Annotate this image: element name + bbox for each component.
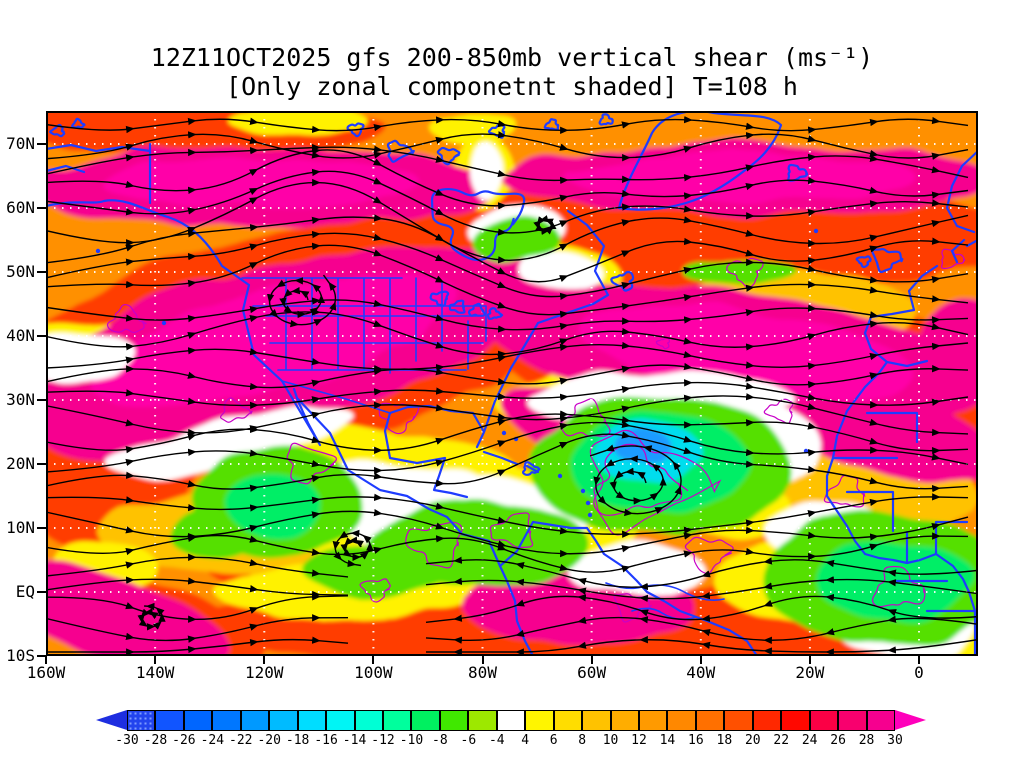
colorbar-segment bbox=[781, 710, 810, 731]
colorbar-tick-label: 4 bbox=[521, 733, 530, 748]
colorbar-tick-label: 28 bbox=[858, 733, 875, 748]
colorbar-segment bbox=[355, 710, 383, 731]
lat-tick bbox=[37, 271, 46, 273]
colorbar-segment bbox=[867, 710, 895, 731]
lon-tick-label: 60W bbox=[577, 663, 607, 682]
colorbar-tick-label: -24 bbox=[200, 733, 225, 748]
colorbar-segment bbox=[241, 710, 269, 731]
lat-tick bbox=[37, 463, 46, 465]
colorbar-segment bbox=[554, 710, 582, 731]
colorbar-segment bbox=[696, 710, 724, 731]
lat-tick bbox=[37, 143, 46, 145]
colorbar-segment bbox=[667, 710, 696, 731]
lat-tick-label: 50N bbox=[6, 262, 35, 281]
colorbar-tick-label: 14 bbox=[659, 733, 676, 748]
colorbar-segment bbox=[753, 710, 781, 731]
colorbar-tick-label: 16 bbox=[688, 733, 704, 748]
lat-tick bbox=[37, 399, 46, 401]
colorbar-tick-label: 18 bbox=[716, 733, 733, 748]
lon-tick-label: 160W bbox=[26, 663, 66, 682]
colorbar-tick-label: -10 bbox=[399, 733, 424, 748]
lon-tick-label: 40W bbox=[686, 663, 716, 682]
colorbar-tick-label: -30 bbox=[115, 733, 139, 748]
colorbar-segment bbox=[212, 710, 241, 731]
chart-subtitle: [Only zonal componetnt shaded] T=108 h bbox=[226, 72, 798, 101]
colorbar-segment bbox=[269, 710, 298, 731]
colorbar-segment bbox=[582, 710, 611, 731]
lon-tick bbox=[699, 656, 702, 664]
colorbar-tick-label: 8 bbox=[578, 733, 587, 748]
colorbar-segment bbox=[525, 710, 554, 731]
lat-tick-label: 10N bbox=[6, 518, 35, 537]
lon-tick-label: 20W bbox=[795, 663, 825, 682]
colorbar-tick-label: 26 bbox=[830, 733, 846, 748]
lon-tick-label: 140W bbox=[135, 663, 175, 682]
colorbar-tick-label: -28 bbox=[143, 733, 168, 748]
lat-tick-label: 70N bbox=[6, 134, 35, 153]
lon-tick-label: 100W bbox=[354, 663, 393, 682]
lat-tick-label: 40N bbox=[6, 326, 35, 345]
colorbar-tick-label: 10 bbox=[602, 733, 619, 748]
colorbar-tick-label: -6 bbox=[460, 733, 477, 748]
colorbar-segment bbox=[127, 710, 155, 731]
colorbar-tick-label: 20 bbox=[744, 733, 761, 748]
colorbar-segment bbox=[497, 710, 525, 731]
colorbar-segment bbox=[298, 710, 326, 731]
colorbar-right-arrow bbox=[895, 710, 926, 730]
colorbar-segment bbox=[810, 710, 838, 731]
colorbar-tick-label: -4 bbox=[488, 733, 505, 748]
lon-tick bbox=[372, 656, 375, 664]
shear-map-canvas bbox=[46, 111, 978, 656]
lat-tick bbox=[37, 207, 46, 209]
colorbar-left-arrow bbox=[96, 710, 127, 730]
colorbar-tick-label: 30 bbox=[887, 733, 903, 748]
colorbar-tick-label: 24 bbox=[801, 733, 818, 748]
lat-tick-label: EQ bbox=[15, 582, 35, 601]
chart-title: 12Z11OCT2025 gfs 200-850mb vertical shea… bbox=[150, 43, 874, 72]
colorbar-tick-label: -22 bbox=[229, 733, 253, 748]
lat-tick bbox=[37, 591, 46, 593]
colorbar-segment bbox=[411, 710, 440, 731]
lat-tick bbox=[37, 655, 46, 657]
colorbar-tick-label: 12 bbox=[631, 733, 647, 748]
lat-tick-label: 10S bbox=[6, 646, 35, 665]
colorbar-segment bbox=[383, 710, 411, 731]
lon-tick-label: 120W bbox=[244, 663, 284, 682]
colorbar-tick-label: -16 bbox=[314, 733, 338, 748]
colorbar-segment bbox=[326, 710, 355, 731]
streamlines bbox=[46, 115, 978, 656]
colorbar-tick-label: -26 bbox=[172, 733, 196, 748]
lon-tick bbox=[590, 656, 593, 664]
colorbar-tick-label: -18 bbox=[285, 733, 310, 748]
lat-tick bbox=[37, 335, 46, 337]
colorbar-tick-label: -12 bbox=[371, 733, 395, 748]
colorbar-segment bbox=[440, 710, 468, 731]
lon-tick-label: 0 bbox=[914, 663, 924, 682]
colorbar-tick-label: -8 bbox=[432, 733, 448, 748]
lat-tick-label: 20N bbox=[6, 454, 35, 473]
colorbar-segment bbox=[639, 710, 667, 731]
lon-tick-label: 80W bbox=[468, 663, 497, 682]
lon-tick bbox=[45, 656, 47, 664]
colorbar-tick-label: 22 bbox=[773, 733, 790, 748]
colorbar-tick-label: -14 bbox=[342, 733, 367, 748]
map-frame bbox=[46, 111, 978, 656]
colorbar-segment bbox=[468, 710, 497, 731]
lon-tick bbox=[154, 656, 157, 664]
colorbar-segment bbox=[155, 710, 184, 731]
lat-tick-label: 60N bbox=[6, 198, 35, 217]
lon-tick bbox=[481, 656, 484, 664]
colorbar-segment bbox=[724, 710, 753, 731]
lon-tick bbox=[918, 656, 920, 664]
colorbar-segment bbox=[611, 710, 639, 731]
colorbar-tick-label: 6 bbox=[549, 733, 558, 748]
colorbar-segment bbox=[184, 710, 212, 731]
lon-tick bbox=[263, 656, 266, 664]
colorbar-segment bbox=[838, 710, 867, 731]
lon-tick bbox=[808, 656, 811, 664]
lat-tick bbox=[37, 527, 46, 529]
lat-tick-label: 30N bbox=[6, 390, 35, 409]
colorbar-tick-label: -20 bbox=[257, 733, 281, 748]
